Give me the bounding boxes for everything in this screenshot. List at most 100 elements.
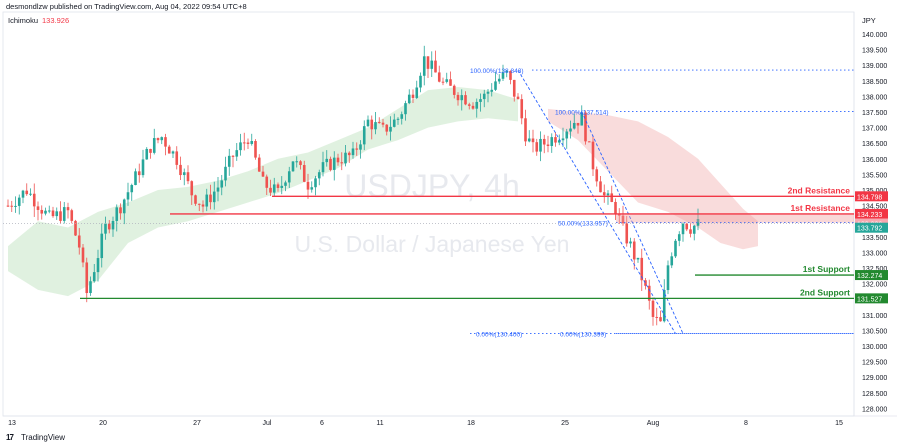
price-tick: 138.000	[862, 94, 887, 101]
resistance-label: 1st Resistance	[790, 203, 850, 213]
price-tick: 139.000	[862, 63, 887, 70]
fib-retracement[interactable]: 100.00%(138.843) 100.00%(137.514) 50.00%(1…	[470, 68, 854, 339]
time-tick: 18	[467, 420, 475, 427]
candle-body	[396, 118, 400, 120]
candle-body	[434, 60, 437, 73]
support-label: 2nd Support	[800, 287, 850, 297]
candle-body	[659, 317, 662, 322]
price-tick: 136.500	[862, 141, 887, 148]
candle-body	[194, 195, 197, 204]
candle-body	[392, 119, 396, 127]
candle-body	[602, 192, 606, 196]
candle-body	[36, 206, 40, 210]
candle-body	[662, 290, 666, 322]
candle-body	[632, 241, 636, 260]
candle-body	[212, 191, 216, 203]
candle-body	[179, 164, 182, 176]
candle-body	[670, 256, 674, 266]
candle-body	[344, 152, 347, 164]
candle-body	[111, 220, 115, 230]
candle-body	[572, 122, 576, 129]
candle-body	[505, 71, 509, 73]
currency-label: JPY	[862, 16, 876, 25]
candle-body	[104, 223, 107, 234]
candle-body	[317, 172, 321, 179]
tradingview-brand[interactable]: 17 TradingView	[6, 433, 65, 442]
candle-body	[647, 285, 651, 301]
candle-body	[625, 223, 629, 244]
candle-body	[284, 182, 287, 186]
candle-body	[325, 158, 329, 163]
candle-body	[539, 138, 542, 152]
candle-body	[479, 99, 482, 102]
candle-body	[497, 78, 501, 82]
indicator-legend[interactable]: Ichimoku 133.926	[8, 16, 69, 25]
candle-body	[437, 72, 441, 82]
support-resistance-levels[interactable]: 2nd Resistance 1st Resistance 1st Support 2…	[80, 185, 854, 300]
candle-body	[404, 103, 407, 115]
candle-body	[66, 207, 70, 211]
candle-body	[216, 187, 220, 192]
candle-body	[366, 119, 370, 127]
candle-body	[310, 187, 314, 190]
candle-body	[21, 190, 25, 198]
candle-body	[171, 151, 175, 154]
time-tick: 11	[376, 420, 383, 427]
candle-body	[287, 171, 291, 183]
price-tag-bg	[855, 293, 888, 304]
candle-body	[167, 146, 171, 154]
price-tick: 140.000	[862, 32, 887, 39]
candle-body	[359, 144, 362, 150]
candle-body	[295, 161, 299, 163]
candle-body	[475, 101, 479, 109]
candle-body	[32, 193, 36, 207]
indicator-value: 133.926	[42, 16, 70, 25]
price-tag-bg	[855, 191, 888, 202]
candle-body	[471, 105, 475, 109]
candle-body	[100, 233, 104, 259]
candle-body	[501, 72, 505, 79]
time-tick: 25	[561, 420, 569, 427]
candle-body	[422, 56, 426, 76]
candle-body	[490, 89, 494, 92]
candle-body	[336, 157, 340, 163]
candle-body	[332, 157, 336, 170]
candle-body	[374, 122, 377, 130]
candle-body	[134, 171, 137, 186]
candle-body	[77, 235, 81, 248]
candlesticks	[3, 45, 854, 326]
price-tag: 132.274	[857, 273, 882, 280]
candle-body	[314, 178, 317, 188]
candle-body	[456, 94, 460, 101]
candle-body	[55, 211, 59, 217]
candle-body	[655, 316, 659, 318]
fib-level-label: 0.00%(130.400)	[476, 332, 522, 339]
price-tick: 134.500	[862, 204, 887, 211]
price-tick: 137.000	[862, 126, 887, 133]
candle-body	[385, 124, 389, 132]
time-axis[interactable]: 13 20 27 Jul 6 11 18 25 Aug 8 15	[8, 420, 843, 427]
price-tick: 137.500	[862, 110, 887, 117]
support-label: 1st Support	[803, 264, 850, 274]
candle-body	[651, 300, 655, 317]
time-tick: 27	[193, 420, 201, 427]
candle-body	[141, 159, 145, 176]
candle-body	[542, 138, 546, 145]
price-tick: 129.000	[862, 375, 887, 382]
candle-body	[584, 112, 587, 142]
candle-body	[272, 184, 276, 193]
price-tick: 133.500	[862, 235, 887, 242]
candle-body	[119, 207, 122, 214]
fib-level-label: 100.00%(137.514)	[555, 110, 609, 117]
candle-body	[74, 220, 77, 236]
candle-body	[580, 112, 584, 126]
candle-body	[467, 104, 471, 106]
price-axis[interactable]: 128.000 128.500 129.000 129.500 130.000 130.5…	[855, 32, 888, 413]
candle-body	[156, 138, 160, 141]
candle-body	[610, 193, 614, 202]
price-tick: 132.500	[862, 266, 887, 273]
candle-body	[280, 185, 284, 188]
candle-body	[130, 185, 134, 193]
candle-body	[137, 171, 141, 176]
